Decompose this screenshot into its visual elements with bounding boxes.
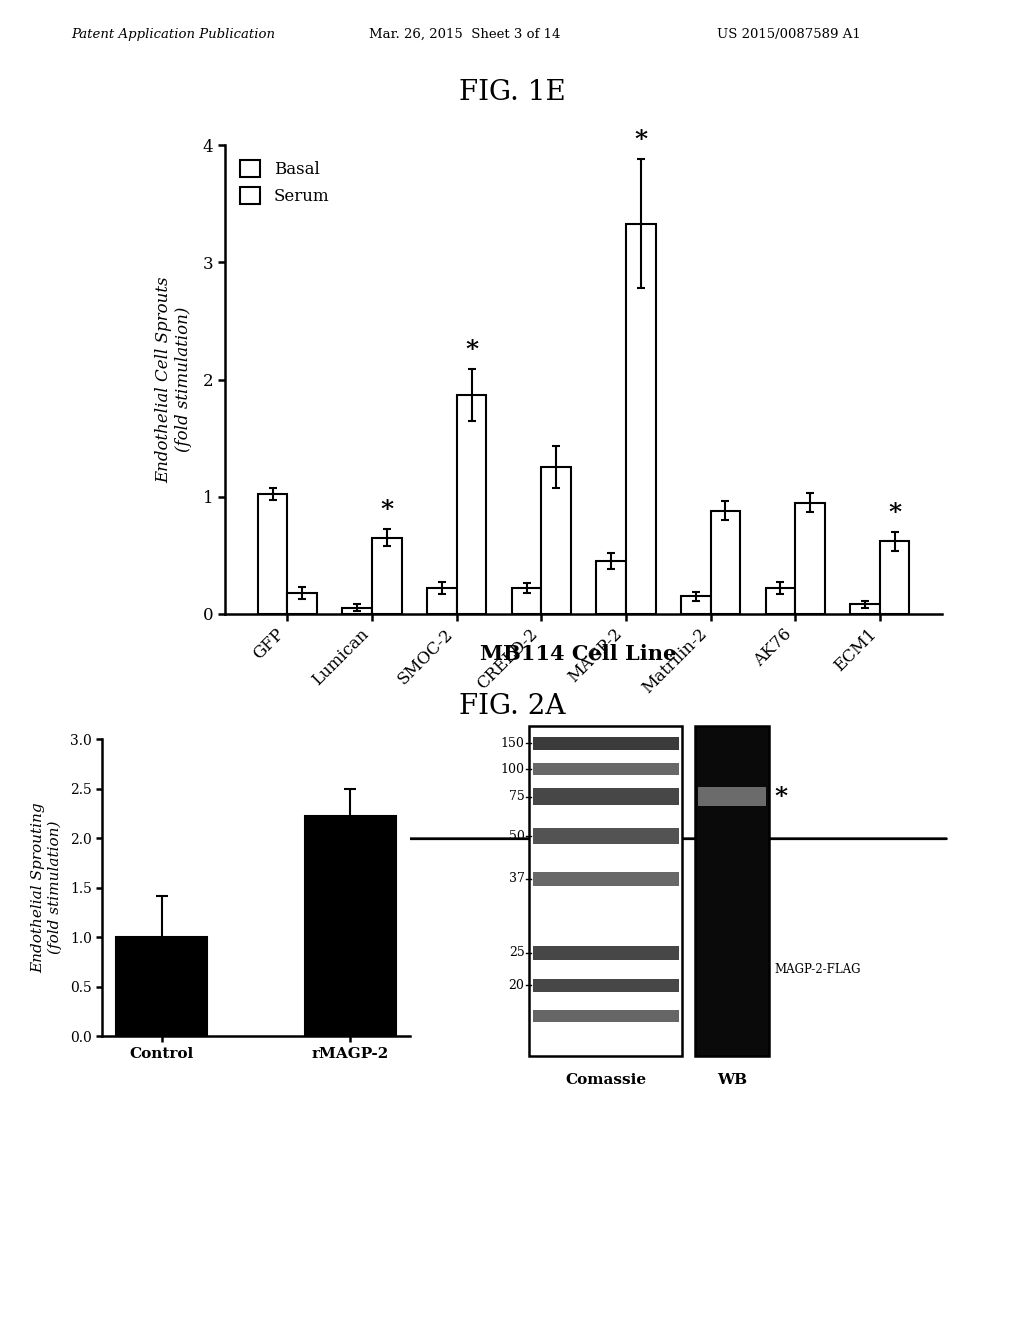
Bar bbox=[532, 873, 679, 886]
Bar bbox=[342, 609, 372, 614]
Bar bbox=[532, 737, 679, 750]
Bar bbox=[626, 223, 655, 614]
Legend: Basal, Serum: Basal, Serum bbox=[233, 153, 336, 211]
Text: 100: 100 bbox=[501, 763, 524, 776]
Bar bbox=[532, 978, 679, 993]
Text: 25: 25 bbox=[509, 946, 524, 960]
Text: US 2015/0087589 A1: US 2015/0087589 A1 bbox=[717, 28, 860, 41]
Bar bbox=[532, 829, 679, 843]
Bar bbox=[532, 1010, 679, 1022]
Bar bbox=[681, 597, 711, 614]
Bar bbox=[305, 816, 395, 1036]
Text: *: * bbox=[888, 500, 901, 525]
Bar bbox=[532, 946, 679, 960]
Text: 37: 37 bbox=[509, 873, 524, 886]
Bar bbox=[288, 593, 317, 614]
Bar bbox=[850, 605, 880, 614]
Text: *: * bbox=[634, 128, 647, 152]
Text: MB114 Cell Line: MB114 Cell Line bbox=[480, 644, 677, 664]
Bar bbox=[596, 561, 626, 614]
Bar bbox=[766, 587, 796, 614]
Text: *: * bbox=[774, 784, 787, 809]
Bar bbox=[427, 587, 457, 614]
Text: Patent Application Publication: Patent Application Publication bbox=[72, 28, 275, 41]
Text: WB: WB bbox=[717, 1073, 748, 1086]
Bar bbox=[711, 511, 740, 614]
Bar bbox=[698, 787, 766, 807]
Text: *: * bbox=[380, 499, 393, 523]
Text: 20: 20 bbox=[509, 979, 524, 991]
Text: Mar. 26, 2015  Sheet 3 of 14: Mar. 26, 2015 Sheet 3 of 14 bbox=[369, 28, 560, 41]
Text: 150: 150 bbox=[501, 737, 524, 750]
Bar bbox=[529, 726, 682, 1056]
Bar bbox=[532, 788, 679, 805]
Bar bbox=[880, 541, 909, 614]
Bar bbox=[372, 537, 401, 614]
Bar bbox=[512, 587, 542, 614]
Bar bbox=[258, 494, 288, 614]
Text: 75: 75 bbox=[509, 791, 524, 803]
Text: FIG. 1E: FIG. 1E bbox=[459, 79, 565, 106]
Bar bbox=[695, 726, 769, 1056]
Text: 50: 50 bbox=[509, 829, 524, 842]
Text: MAGP-2-FLAG: MAGP-2-FLAG bbox=[774, 964, 861, 977]
Bar bbox=[796, 503, 825, 614]
Text: *: * bbox=[465, 338, 478, 362]
Text: Comassie: Comassie bbox=[565, 1073, 646, 1086]
Bar bbox=[532, 763, 679, 775]
Y-axis label: Endothelial Cell Sprouts
(fold stimulation): Endothelial Cell Sprouts (fold stimulati… bbox=[156, 276, 191, 483]
Y-axis label: Endothelial Sprouting
(fold stimulation): Endothelial Sprouting (fold stimulation) bbox=[31, 803, 61, 973]
Bar bbox=[457, 395, 486, 614]
Text: FIG. 2A: FIG. 2A bbox=[459, 693, 565, 719]
Bar bbox=[117, 937, 207, 1036]
Bar bbox=[542, 467, 571, 614]
